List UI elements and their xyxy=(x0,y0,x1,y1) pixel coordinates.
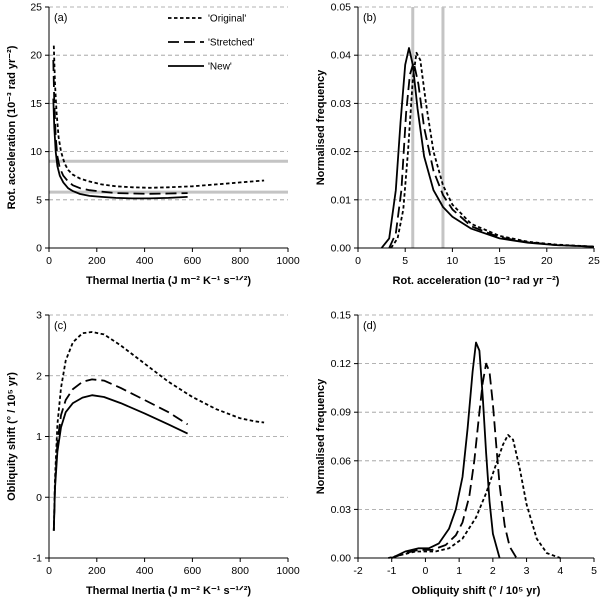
panel-label: (b) xyxy=(363,12,376,24)
panel-a: 0 5 10 15 20 25 0 200 400 600 800 1000 Thermal Inert… xyxy=(6,2,300,288)
y-tick-label: 0.12 xyxy=(331,358,352,370)
y-tick-label: 0.02 xyxy=(331,146,352,158)
x-tick-label: 4 xyxy=(557,565,563,577)
x-tick-label: -1 xyxy=(387,565,396,577)
series-line-new xyxy=(52,394,188,531)
y-tick-label: 0.04 xyxy=(331,50,352,62)
x-tick-label: 0 xyxy=(423,565,429,577)
panel-d: 0.00 0.03 0.06 0.09 0.12 0.15 -2 -1 0 1 2 3 4 5 Obliqu… xyxy=(315,310,597,598)
x-tick-label: 400 xyxy=(136,255,154,267)
panel-label: (c) xyxy=(54,320,67,332)
y-tick-label: 5 xyxy=(36,194,42,206)
series-line-new xyxy=(391,341,501,559)
y-axis-title: Obliquity shift (° / 10⁵ yr) xyxy=(6,372,18,501)
legend-label: 'Original' xyxy=(208,14,246,25)
legend-label: 'New' xyxy=(208,62,232,73)
y-tick-label: 0.03 xyxy=(331,98,352,110)
x-tick-label: 600 xyxy=(184,565,202,577)
series-line-new xyxy=(52,98,188,200)
y-tick-label: 0 xyxy=(36,492,42,504)
x-tick-label: 20 xyxy=(541,255,553,267)
y-tick-label: 25 xyxy=(30,2,42,14)
series-line-stretched xyxy=(391,362,518,559)
legend-label: 'Stretched' xyxy=(208,38,255,49)
x-tick-label: 1 xyxy=(456,565,462,577)
x-tick-label: 600 xyxy=(184,255,202,267)
x-tick-label: 3 xyxy=(524,565,530,577)
series-line-stretched xyxy=(52,378,189,531)
x-tick-label: -2 xyxy=(353,565,362,577)
x-tick-label: 200 xyxy=(88,565,106,577)
panel-c: -1 0 1 2 3 0 200 400 600 800 1000 Thermal Inertia (… xyxy=(6,310,300,598)
panel-label: (a) xyxy=(54,12,67,24)
x-tick-label: 2 xyxy=(490,565,496,577)
y-tick-label: 0.06 xyxy=(331,455,352,467)
x-tick-label: 0 xyxy=(46,255,52,267)
series-line-stretched xyxy=(388,61,595,249)
x-tick-label: 800 xyxy=(231,255,249,267)
x-axis-title: Rot. acceleration (10⁻³ rad yr ⁻²) xyxy=(393,275,560,287)
y-tick-label: 0 xyxy=(36,243,42,255)
y-tick-label: 0.09 xyxy=(331,407,352,419)
y-tick-label: 0.00 xyxy=(331,553,352,565)
y-tick-label: 15 xyxy=(30,98,42,110)
x-tick-label: 0 xyxy=(46,565,52,577)
y-tick-label: 0.15 xyxy=(331,310,352,322)
series-line-new xyxy=(380,47,595,249)
y-tick-label: 0.00 xyxy=(331,243,352,255)
y-axis-title: Normalised frequency xyxy=(315,69,327,185)
y-axis-title: Normalised frequency xyxy=(315,378,327,494)
series-line-original xyxy=(388,434,561,559)
x-tick-label: 10 xyxy=(447,255,459,267)
y-tick-label: 0.05 xyxy=(331,2,352,14)
y-tick-label: 0.01 xyxy=(331,194,352,206)
x-tick-label: 1000 xyxy=(276,255,300,267)
x-tick-label: 5 xyxy=(402,255,408,267)
x-tick-label: 400 xyxy=(136,565,154,577)
series-line-original xyxy=(52,331,265,531)
series-line-original xyxy=(52,45,265,189)
x-tick-label: 800 xyxy=(231,565,249,577)
y-tick-label: 2 xyxy=(36,370,42,382)
series-line-original xyxy=(390,51,595,249)
series-line-stretched xyxy=(52,59,188,195)
y-tick-label: 1 xyxy=(36,431,42,443)
y-axis-title: Rot. acceleration (10⁻³ rad yr⁻²) xyxy=(6,45,18,209)
x-axis-title: Thermal Inertia (J m⁻² K⁻¹ s⁻¹ᐟ²) xyxy=(86,275,251,287)
y-tick-label: 3 xyxy=(36,310,42,322)
y-tick-label: 0.03 xyxy=(331,504,352,516)
y-tick-label: 10 xyxy=(30,146,42,158)
panel-label: (d) xyxy=(363,320,376,332)
x-tick-label: 200 xyxy=(88,255,106,267)
x-axis-title: Obliquity shift (° / 10⁵ yr) xyxy=(412,585,541,597)
x-tick-label: 5 xyxy=(591,565,597,577)
panel-b: 0.00 0.01 0.02 0.03 0.04 0.05 0 5 10 15 20 25 Rot. a… xyxy=(315,2,600,288)
x-axis-title: Thermal Inertia (J m⁻² K⁻¹ s⁻¹ᐟ²) xyxy=(86,585,251,597)
x-tick-label: 0 xyxy=(355,255,361,267)
y-tick-label: -1 xyxy=(33,553,42,565)
x-tick-label: 1000 xyxy=(276,565,300,577)
x-tick-label: 15 xyxy=(494,255,506,267)
x-tick-label: 25 xyxy=(588,255,600,267)
y-tick-label: 20 xyxy=(30,50,42,62)
